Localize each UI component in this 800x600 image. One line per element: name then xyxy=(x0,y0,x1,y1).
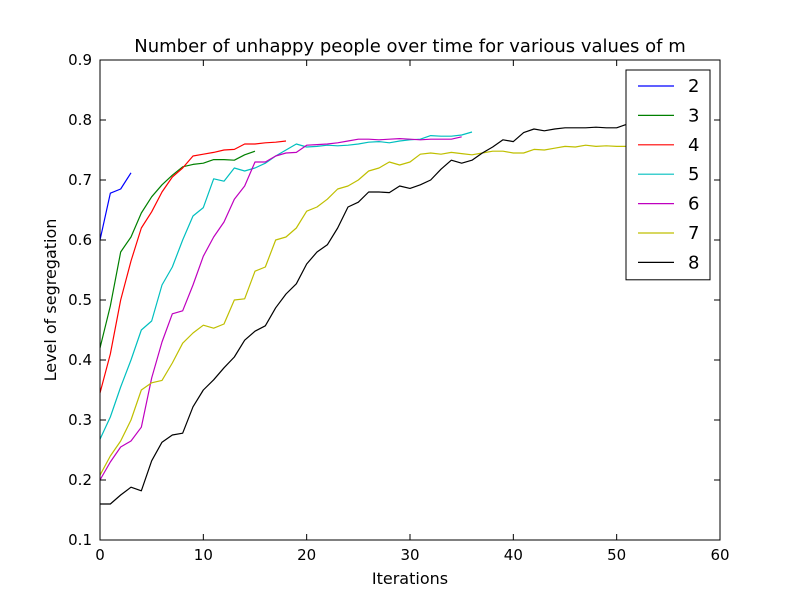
x-tick-label: 60 xyxy=(710,546,729,564)
y-axis: 0.1 0.2 0.3 0.4 0.5 0.6 0.7 0.8 0.9 xyxy=(68,51,720,549)
y-axis-label: Level of segregation xyxy=(41,219,60,382)
y-tick-label: 0.9 xyxy=(68,51,92,69)
series-line-4 xyxy=(99,140,287,394)
x-tick-label: 50 xyxy=(607,546,626,564)
series-line-7 xyxy=(99,144,627,476)
y-tick-label: 0.1 xyxy=(68,531,92,549)
y-tick-label: 0.2 xyxy=(68,471,92,489)
series-line-3 xyxy=(99,150,256,349)
legend-label: 6 xyxy=(688,194,699,215)
x-tick-label: 20 xyxy=(297,546,316,564)
x-tick-label: 30 xyxy=(400,546,419,564)
legend-label: 8 xyxy=(688,252,699,273)
x-tick-label: 40 xyxy=(504,546,523,564)
y-tick-label: 0.8 xyxy=(68,111,92,129)
x-tick-label: 10 xyxy=(194,546,213,564)
chart-title: Number of unhappy people over time for v… xyxy=(134,36,686,57)
legend-label: 5 xyxy=(688,164,699,185)
legend-label: 7 xyxy=(688,223,699,244)
y-tick-label: 0.6 xyxy=(68,231,92,249)
legend-label: 2 xyxy=(688,76,699,97)
plot-area xyxy=(99,123,628,505)
legend-box xyxy=(625,69,711,281)
y-tick-label: 0.5 xyxy=(68,291,92,309)
series-line-2 xyxy=(99,172,132,241)
series-line-6 xyxy=(99,136,462,481)
x-axis-label: Iterations xyxy=(372,569,448,588)
x-tick-label: 0 xyxy=(95,546,105,564)
legend-label: 3 xyxy=(688,105,699,126)
plot-frame xyxy=(99,59,721,541)
y-tick-label: 0.7 xyxy=(68,171,92,189)
series-line-8 xyxy=(100,123,628,505)
legend: 2 3 4 5 6 7 8 xyxy=(625,69,711,281)
legend-label: 4 xyxy=(688,135,699,156)
x-axis: 0 10 20 30 40 50 60 xyxy=(95,60,730,564)
y-tick-label: 0.3 xyxy=(68,411,92,429)
y-tick-label: 0.4 xyxy=(68,351,92,369)
